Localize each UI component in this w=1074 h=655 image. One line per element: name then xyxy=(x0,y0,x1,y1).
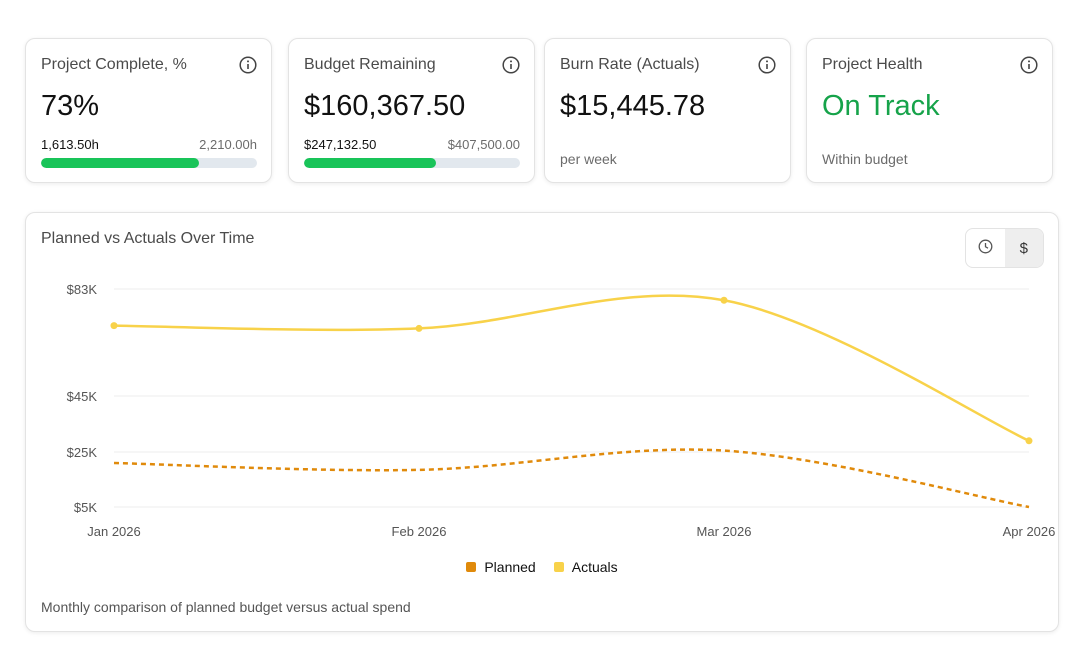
hours-used: 1,613.50h xyxy=(41,137,99,152)
card-subtitle: Within budget xyxy=(822,151,908,167)
kpi-card-budget-remaining: Budget Remaining $160,367.50 $247,132.50… xyxy=(288,38,535,183)
legend-swatch xyxy=(466,562,477,572)
x-tick-label: Jan 2026 xyxy=(87,524,141,539)
x-tick-label: Apr 2026 xyxy=(1003,524,1056,539)
card-subtitle: per week xyxy=(560,151,617,167)
y-tick-label: $25K xyxy=(67,445,98,460)
planned-series-line xyxy=(113,448,1030,509)
health-status: On Track xyxy=(822,90,940,122)
progress-fill xyxy=(41,158,199,168)
progress-fill xyxy=(304,158,436,168)
card-value: $15,445.78 xyxy=(560,90,706,122)
legend-label: Planned xyxy=(484,559,536,575)
progress-bar xyxy=(41,158,257,168)
y-tick-label: $5K xyxy=(74,500,97,515)
info-icon[interactable] xyxy=(239,56,257,74)
card-title: Project Complete, % xyxy=(41,56,187,73)
card-value: 73% xyxy=(41,90,100,122)
chart-footnote: Monthly comparison of planned budget ver… xyxy=(41,599,411,615)
x-tick-label: Mar 2026 xyxy=(697,524,752,539)
card-value: $160,367.50 xyxy=(304,90,466,122)
y-tick-label: $45K xyxy=(67,389,98,404)
budget-spent: $247,132.50 xyxy=(304,137,377,152)
kpi-card-project-health: Project Health On Track Within budget xyxy=(806,38,1053,183)
progress-bar xyxy=(304,158,520,168)
planned-vs-actuals-chart-card: Planned vs Actuals Over Time $ $5K $25K $4… xyxy=(25,212,1059,632)
chart-legend: Planned Actuals xyxy=(26,559,1058,575)
legend-item-actuals[interactable]: Actuals xyxy=(553,559,618,575)
legend-item-planned[interactable]: Planned xyxy=(466,559,536,575)
card-title: Burn Rate (Actuals) xyxy=(560,56,700,73)
line-chart: $5K $25K $45K $83K Jan 2026 Feb 2026 Mar 2026 A… xyxy=(67,282,1056,539)
hours-toggle-button[interactable] xyxy=(966,229,1005,267)
clock-icon xyxy=(978,239,993,258)
budget-total: $407,500.00 xyxy=(447,137,520,152)
info-icon[interactable] xyxy=(1020,56,1038,74)
kpi-card-project-complete: Project Complete, % 73% 1,613.50h 2,210.… xyxy=(25,38,272,183)
y-tick-label: $83K xyxy=(67,282,98,297)
unit-toggle: $ xyxy=(965,228,1044,268)
info-icon[interactable] xyxy=(758,56,776,74)
kpi-card-burn-rate: Burn Rate (Actuals) $15,445.78 per week xyxy=(544,38,791,183)
actuals-data-point xyxy=(720,296,728,304)
card-title: Project Health xyxy=(822,56,923,73)
actuals-data-point xyxy=(110,322,118,330)
dollar-toggle-button[interactable]: $ xyxy=(1004,229,1043,267)
legend-swatch xyxy=(553,562,564,572)
x-tick-label: Feb 2026 xyxy=(392,524,447,539)
actuals-data-point xyxy=(1025,437,1033,445)
actuals-series-line xyxy=(113,294,1030,442)
info-icon[interactable] xyxy=(502,56,520,74)
legend-label: Actuals xyxy=(571,559,618,575)
hours-total: 2,210.00h xyxy=(199,137,257,152)
card-title: Budget Remaining xyxy=(304,56,436,73)
chart-title: Planned vs Actuals Over Time xyxy=(41,230,255,247)
actuals-data-point xyxy=(415,324,423,332)
